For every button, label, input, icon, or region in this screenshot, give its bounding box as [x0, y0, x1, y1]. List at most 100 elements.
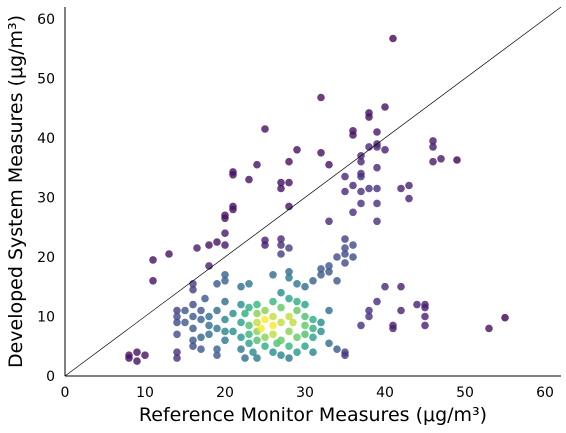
scatter-point [429, 137, 437, 145]
scatter-point [317, 318, 325, 327]
scatter-point [317, 327, 325, 336]
scatter-point [285, 294, 293, 303]
x-tick-label: 30 [296, 385, 314, 401]
scatter-point [229, 168, 237, 176]
scatter-point [277, 336, 285, 345]
scatter-point [285, 274, 293, 282]
scatter-point [237, 345, 245, 354]
scatter-point [205, 321, 213, 330]
scatter-point [181, 318, 189, 327]
scatter-point [133, 348, 141, 357]
scatter-point [285, 268, 293, 276]
scatter-point [373, 199, 381, 208]
scatter-point [453, 156, 461, 164]
scatter-point [285, 342, 293, 351]
scatter-point [349, 253, 357, 261]
scatter-point [197, 306, 205, 315]
scatter-point [317, 149, 325, 157]
scatter-point [221, 271, 229, 279]
scatter-point [245, 280, 253, 288]
scatter-point [325, 268, 333, 276]
scatter-point [381, 282, 389, 291]
y-tick-label: 40 [37, 131, 55, 147]
scatter-point [253, 300, 261, 309]
scatter-point [285, 354, 293, 362]
scatter-point [221, 241, 229, 249]
scatter-point [245, 303, 253, 312]
scatter-point [277, 235, 285, 243]
scatter-point [285, 157, 293, 166]
scatter-point [261, 125, 269, 133]
reference-line-y-equals-x [64, 6, 562, 377]
scatter-point [261, 342, 269, 351]
scatter-point [173, 318, 181, 327]
x-tick-label: 10 [136, 385, 154, 401]
scatter-point [365, 306, 373, 315]
scatter-point [149, 277, 157, 285]
scatter-point [317, 93, 325, 102]
scatter-point [349, 181, 357, 190]
scatter-point [261, 315, 269, 324]
scatter-point [389, 321, 397, 330]
scatter-point [213, 351, 221, 360]
x-tick-label: 50 [456, 385, 474, 401]
scatter-point [189, 300, 197, 309]
scatter-point [277, 303, 285, 312]
scatter-point [229, 309, 237, 318]
scatter-point [249, 348, 257, 357]
scatter-point [309, 315, 317, 324]
points-layer [125, 34, 509, 365]
scatter-point [357, 157, 365, 166]
scatter-point [149, 256, 157, 264]
y-axis-title: Developed System Measures (μg/m³) [5, 15, 27, 368]
scatter-point [301, 342, 309, 351]
scatter-point [205, 312, 213, 321]
scatter-point [301, 300, 309, 309]
scatter-point [237, 318, 245, 327]
scatter-point [309, 348, 317, 357]
x-axis-title: Reference Monitor Measures (μg/m³) [139, 404, 487, 426]
scatter-point [501, 313, 509, 322]
scatter-point [241, 354, 249, 362]
scatter-point [293, 306, 301, 315]
scatter-point [237, 333, 245, 342]
scatter-point [333, 277, 341, 285]
scatter-point [325, 306, 333, 315]
scatter-point [373, 184, 381, 193]
scatter-point [213, 345, 221, 354]
scatter-point [341, 250, 349, 258]
scatter-point [405, 181, 413, 190]
scatter-point [365, 109, 373, 117]
scatter-point [221, 229, 229, 237]
y-tick-label: 20 [37, 250, 55, 266]
scatter-point [289, 318, 297, 327]
scatter-point [325, 339, 333, 348]
scatter-point [341, 235, 349, 243]
scatter-point [277, 351, 285, 360]
scatter-point [437, 155, 445, 163]
scatter-point [269, 297, 277, 306]
scatter-point [421, 321, 429, 330]
scatter-point [333, 345, 341, 354]
y-tick-label: 60 [37, 12, 55, 28]
scatter-point [429, 143, 437, 151]
scatter-point [253, 336, 261, 345]
scatter-point [277, 184, 285, 193]
scatter-point [197, 345, 205, 354]
scatter-point [429, 157, 437, 166]
scatter-point [189, 324, 197, 333]
scatter-point [277, 318, 285, 327]
scatter-point [261, 306, 269, 315]
scatter-point [373, 217, 381, 226]
scatter-point [317, 271, 325, 279]
y-tick-label: 0 [46, 369, 55, 385]
scatter-point [173, 348, 181, 357]
scatter-point [201, 294, 209, 303]
scatter-point [173, 330, 181, 339]
scatter-point [365, 312, 373, 321]
scatter-point [189, 285, 197, 294]
y-ticks: 0 10 20 30 40 50 60 [37, 12, 55, 385]
scatter-point [173, 306, 181, 315]
scatter-point [269, 321, 277, 330]
